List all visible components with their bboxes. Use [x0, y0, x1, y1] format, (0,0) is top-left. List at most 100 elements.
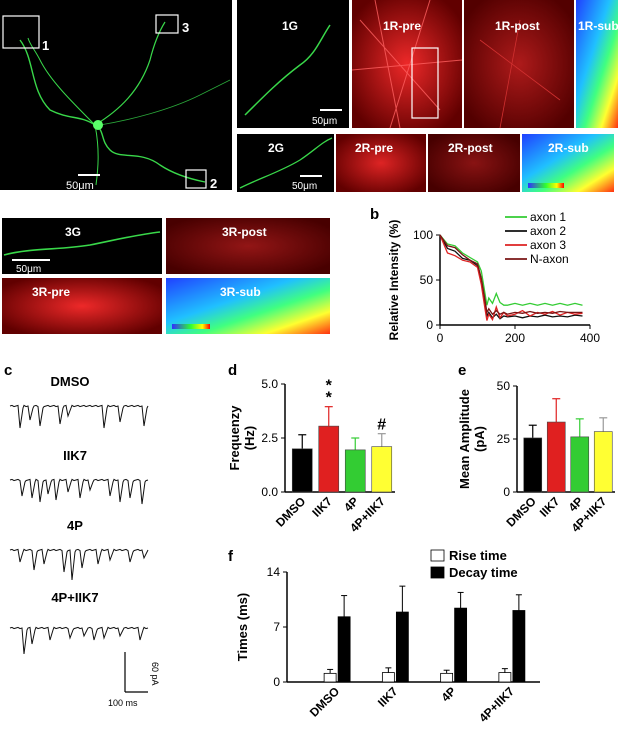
chart-b-relative-intensity: 0 50 100 0 200 400 Relative Intensity (%) axon …: [387, 210, 600, 345]
label-2R-sub: 2R-sub: [548, 141, 589, 155]
e-y-tick-label: 0: [503, 485, 510, 499]
b-legend-label: axon 3: [530, 238, 566, 252]
d-x-tick-label: IIK7: [309, 494, 335, 520]
b-series-axon-3: [439, 234, 583, 322]
d-y-tick-label: 0.0: [261, 485, 278, 499]
scale-label-y: 60 pA: [150, 662, 160, 686]
row3-scale-label: 50μm: [16, 264, 41, 275]
d-bar-4p: [344, 449, 366, 493]
label-1R-sub: 1R-sub: [578, 19, 618, 33]
d-y-label-unit: (Hz): [242, 426, 257, 451]
roi-box-2: [185, 169, 207, 189]
label-3R-pre: 3R-pre: [32, 285, 70, 299]
label-1R-post: 1R-post: [495, 19, 540, 33]
e-bar-4p: [570, 436, 590, 493]
trace-label-iik7: IIK7: [63, 448, 87, 463]
label-2R-post: 2R-post: [448, 141, 493, 155]
image-2R-sub: [522, 134, 614, 192]
f-bar-decay-time: [337, 616, 351, 683]
trace-iik7: [9, 478, 149, 505]
f-bar-rise-time: [381, 672, 395, 683]
f-x-tick-label: IIK7: [375, 684, 401, 710]
e-x-tick-label: IIK7: [537, 494, 563, 520]
d-bar-4p-iik7: [371, 446, 393, 493]
b-legend-label: axon 2: [530, 224, 566, 238]
panel-label-f: f: [228, 548, 233, 565]
d-y-tick-label: 2.5: [261, 431, 278, 445]
b-legend-label: N-axon: [530, 252, 569, 266]
d-bar-iik7: [318, 425, 340, 493]
roi-box-1: [2, 15, 40, 49]
d-bar-dmso: [291, 448, 313, 493]
b-y-label: Relative Intensity (%): [387, 220, 401, 341]
b-y-tick-label: 0: [426, 318, 433, 332]
row1-scale-label: 50μm: [312, 116, 337, 127]
overview-image: [0, 0, 232, 190]
b-x-tick-label: 0: [437, 331, 444, 345]
trace-label-4p: 4P: [67, 518, 83, 533]
row2-scale-label: 50μm: [292, 181, 317, 192]
e-y-tick-label: 50: [497, 379, 511, 393]
f-y-tick-label: 14: [267, 565, 281, 579]
b-y-tick-label: 50: [420, 273, 434, 287]
trace-4p-iik7: [9, 626, 149, 655]
e-bar-iik7: [546, 421, 566, 493]
e-y-label-unit: (pA): [472, 426, 487, 452]
overview-scale-label: 50μm: [66, 180, 94, 192]
f-x-tick-label: 4P+IIK7: [476, 684, 517, 725]
e-y-label: Mean Amplitude: [457, 389, 472, 489]
roi-label-2: 2: [210, 176, 217, 191]
f-bar-rise-time: [498, 672, 512, 683]
traces-panel-c: DMSO IIK7 4P 4P+IIK7 60 pA 100 ms: [9, 374, 160, 708]
f-bar-rise-time: [323, 672, 337, 683]
b-y-tick-label: 100: [413, 228, 433, 242]
panel-label-b: b: [370, 206, 380, 223]
micrograph-panel-a: 1 2 3 50μm 1G 50μm 1R-pre 1R-post 1R-sub…: [0, 0, 618, 334]
f-y-label: Times (ms): [235, 593, 250, 661]
f-legend-label: Decay time: [449, 565, 518, 580]
e-bar-4p-iik7: [593, 431, 613, 493]
e-y-tick-label: 25: [497, 432, 511, 446]
f-legend-label: Rise time: [449, 548, 507, 563]
b-series-n-axon: [439, 234, 583, 316]
label-1G: 1G: [282, 19, 298, 33]
f-bar-rise-time: [440, 672, 454, 683]
d-y-tick-label: 5.0: [261, 377, 278, 391]
f-bar-decay-time: [512, 610, 526, 683]
d-y-label: Frequenzy: [227, 405, 242, 471]
panel-label-c: c: [4, 362, 13, 379]
trace-4p: [9, 548, 149, 581]
d-annotation: *: [326, 390, 333, 407]
image-1R-sub: [576, 0, 618, 128]
scale-label-x: 100 ms: [108, 698, 138, 708]
e-x-tick-label: DMSO: [504, 494, 539, 529]
image-1G: [237, 0, 349, 128]
d-x-tick-label: DMSO: [273, 494, 308, 529]
roi-box-3: [155, 14, 179, 34]
b-legend-label: axon 1: [530, 210, 566, 224]
d-annotation: #: [377, 417, 386, 434]
roi-label-1: 1: [42, 38, 49, 53]
chart-f-times: 0 7 14 Times (ms) DMSO IIK7 4P 4P+IIK7 Rise time…: [235, 548, 540, 725]
f-x-tick-label: 4P: [438, 684, 458, 704]
trace-label-4p-iik7: 4P+IIK7: [51, 590, 98, 605]
label-3G: 3G: [65, 225, 81, 239]
b-x-tick-label: 400: [580, 331, 600, 345]
f-y-tick-label: 7: [273, 620, 280, 634]
d-annotation: *: [326, 378, 333, 395]
label-1R-pre: 1R-pre: [383, 19, 421, 33]
d-x-tick-label: 4P: [341, 494, 361, 514]
b-series-axon-1: [439, 234, 583, 306]
f-legend-swatch: [430, 566, 445, 579]
f-y-tick-label: 0: [273, 675, 280, 689]
f-x-tick-label: DMSO: [307, 684, 342, 719]
label-3R-post: 3R-post: [222, 225, 267, 239]
f-bar-decay-time: [454, 607, 468, 683]
label-3R-sub: 3R-sub: [220, 285, 261, 299]
label-2G: 2G: [268, 141, 284, 155]
f-bar-decay-time: [395, 611, 409, 683]
f-legend-swatch: [430, 549, 445, 562]
panel-label-d: d: [228, 362, 238, 379]
panel-label-e: e: [458, 362, 467, 379]
